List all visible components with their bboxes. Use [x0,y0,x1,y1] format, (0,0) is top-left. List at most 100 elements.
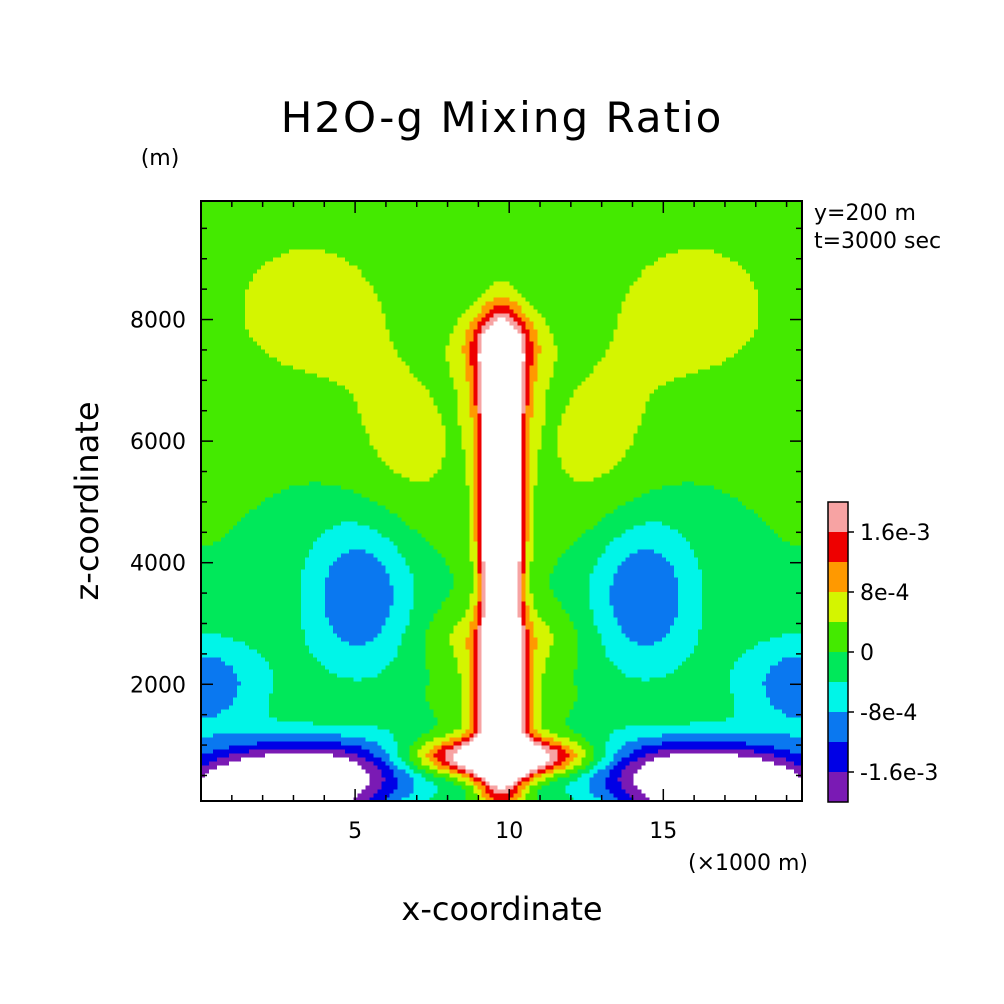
contour-cell [469,489,475,494]
contour-cell [701,577,802,582]
contour-cell [337,381,422,386]
contour-cell [533,385,551,390]
contour-cell [201,553,310,558]
contour-cell [577,633,603,638]
contour-cell [521,701,527,706]
contour-cell [537,341,555,346]
contour-cell [529,577,551,582]
contour-cell [525,445,531,450]
contour-cell [553,333,615,338]
contour-cell [433,401,459,406]
contour-cell [409,757,422,762]
contour-cell [473,569,479,574]
contour-cell [417,753,426,758]
contour-cell [469,717,475,722]
contour-cell [477,673,483,678]
contour-cell [477,717,483,722]
contour-cell [473,769,531,774]
contour-cell [265,657,318,662]
contour-cell [541,745,551,750]
contour-cell [525,477,531,482]
contour-cell [477,597,483,602]
contour-cell [445,449,467,454]
contour-cell [757,321,802,326]
contour-cell [725,357,802,362]
contour-cell [481,653,523,658]
contour-cell [441,553,471,558]
contour-cell [381,305,471,310]
contour-cell [397,653,426,658]
contour-cell [477,349,483,354]
contour-cell [301,625,334,630]
contour-cell [449,761,459,766]
contour-cell [537,361,555,366]
contour-cell [525,505,531,510]
contour-cell [673,669,731,674]
contour-cell [485,797,495,801]
contour-cell [477,485,483,490]
contour-cell [689,541,791,546]
contour-cell [481,717,523,722]
contour-cell [509,313,519,318]
contour-cell [385,749,398,754]
contour-cell [493,305,511,310]
contour-cell [409,621,430,626]
contour-cell [573,677,643,682]
contour-cell [753,749,791,754]
contour-cell [201,409,358,414]
contour-cell [625,293,759,298]
contour-cell [545,765,555,770]
contour-cell [569,725,627,730]
contour-cell [573,705,735,710]
contour-cell [437,717,463,722]
contour-cell [533,545,571,550]
contour-cell [541,725,571,730]
contour-cell [269,709,434,714]
contour-cell [537,797,575,801]
contour-cell [525,629,531,634]
contour-cell [389,333,451,338]
contour-cell [605,777,619,782]
contour-cell [209,769,366,774]
contour-cell [201,469,394,474]
contour-cell [533,721,543,726]
contour-cell [541,721,567,726]
contour-cell [521,477,527,482]
contour-cell [445,445,463,450]
contour-cell [325,665,386,670]
contour-cell [525,421,531,426]
contour-cell [485,321,495,326]
contour-cell [585,529,627,534]
contour-cell [201,561,306,566]
contour-cell [445,345,463,350]
contour-cell [481,489,523,494]
contour-cell [377,673,430,678]
contour-cell [621,457,802,462]
contour-cell [477,461,483,466]
contour-cell [533,537,579,542]
contour-cell [521,445,527,450]
contour-cell [381,625,406,630]
contour-cell [533,677,543,682]
contour-cell [521,669,527,674]
contour-cell [325,601,394,606]
contour-cell [481,333,523,338]
contour-cell [409,477,430,482]
contour-cell [521,309,539,314]
contour-cell [389,753,398,758]
contour-cell [461,737,471,742]
contour-cell [629,753,647,758]
contour-cell [201,693,238,698]
contour-cell [701,593,802,598]
contour-cell [473,669,479,674]
contour-cell [449,373,467,378]
contour-cell [473,665,479,670]
contour-cell [521,709,527,714]
contour-cell [521,385,527,390]
contour-cell [621,785,639,790]
contour-cell [529,721,535,726]
contour-cell [353,489,471,494]
contour-cell [573,669,623,674]
contour-cell [465,453,475,458]
contour-cell [641,677,651,682]
